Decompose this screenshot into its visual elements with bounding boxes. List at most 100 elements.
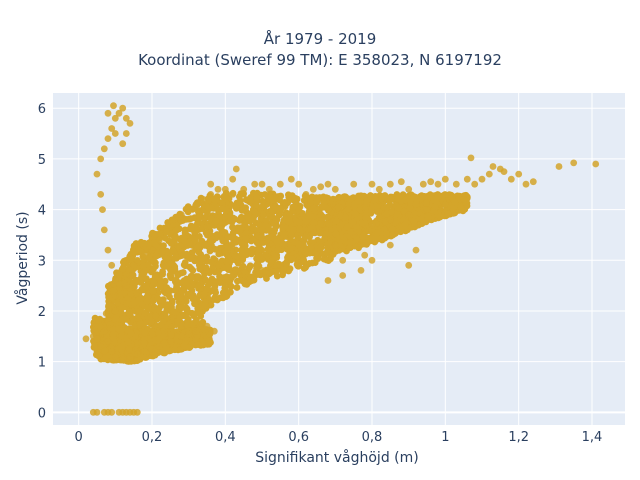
- x-axis-ticks: 0 0,2 0,4 0,6 0,8 1 1,2 1,4: [75, 430, 603, 445]
- data-point: [194, 341, 201, 348]
- data-point: [194, 282, 202, 290]
- data-point: [122, 114, 130, 122]
- data-point: [233, 199, 241, 207]
- data-point: [441, 175, 449, 183]
- data-point: [316, 229, 323, 237]
- data-point: [156, 277, 164, 285]
- data-point: [111, 114, 119, 122]
- data-point: [156, 283, 164, 291]
- data-point: [229, 191, 237, 198]
- data-point: [246, 198, 254, 206]
- data-point: [115, 271, 123, 278]
- data-point: [104, 317, 112, 325]
- data-point: [235, 228, 243, 235]
- data-point: [228, 273, 236, 280]
- data-point: [229, 215, 236, 223]
- data-point: [310, 213, 317, 221]
- x-tick-label: 0,8: [362, 430, 383, 445]
- data-point: [102, 310, 110, 317]
- data-point: [142, 319, 150, 326]
- data-point: [426, 191, 434, 199]
- data-point: [307, 199, 315, 207]
- data-point: [233, 284, 241, 291]
- data-point: [206, 247, 214, 255]
- data-point: [222, 293, 230, 300]
- data-point: [286, 265, 294, 273]
- data-point: [258, 233, 266, 241]
- data-point: [273, 238, 281, 246]
- data-point: [132, 307, 140, 315]
- data-point: [401, 221, 409, 228]
- data-point: [280, 231, 288, 239]
- data-point: [250, 189, 257, 197]
- data-point: [270, 220, 278, 228]
- data-point: [338, 221, 345, 229]
- data-point: [129, 248, 137, 256]
- data-point: [207, 258, 215, 266]
- data-point: [355, 192, 362, 200]
- data-point: [188, 265, 195, 273]
- data-point: [155, 335, 163, 342]
- data-point: [176, 314, 184, 322]
- data-point: [276, 196, 284, 204]
- data-point: [148, 330, 156, 338]
- data-point: [186, 283, 193, 291]
- data-point: [152, 312, 160, 320]
- data-point: [368, 180, 376, 188]
- data-point: [258, 203, 266, 211]
- data-point: [140, 269, 148, 277]
- data-point: [195, 208, 202, 216]
- data-point: [388, 225, 396, 233]
- data-point: [101, 347, 109, 355]
- data-point: [378, 195, 385, 203]
- data-point: [213, 231, 221, 238]
- data-point: [205, 337, 213, 345]
- data-point: [268, 212, 276, 220]
- data-point: [419, 216, 426, 224]
- data-point: [93, 335, 101, 343]
- data-point: [324, 277, 332, 284]
- data-point: [196, 213, 203, 221]
- data-point: [125, 346, 133, 354]
- data-point: [120, 258, 127, 266]
- data-point: [155, 343, 163, 350]
- data-point: [104, 338, 112, 345]
- data-point: [202, 276, 210, 284]
- data-point: [180, 342, 188, 350]
- data-point: [186, 290, 194, 298]
- data-point: [133, 289, 141, 297]
- data-point: [458, 205, 465, 213]
- data-point: [221, 185, 229, 193]
- data-point: [478, 175, 486, 183]
- y-axis-title: Vågperiod (s): [14, 211, 31, 304]
- data-point: [177, 211, 185, 219]
- data-point: [194, 243, 202, 250]
- data-point: [196, 257, 203, 265]
- data-point: [323, 213, 331, 221]
- data-point: [126, 272, 134, 279]
- data-points: [82, 102, 600, 416]
- data-point: [368, 256, 376, 264]
- data-point: [276, 180, 284, 188]
- data-point: [358, 219, 366, 227]
- data-point: [343, 223, 351, 231]
- data-point: [292, 195, 299, 202]
- data-point: [135, 247, 142, 254]
- data-point: [310, 205, 317, 212]
- data-point: [166, 293, 173, 301]
- data-point: [202, 298, 210, 306]
- data-point: [223, 263, 231, 271]
- data-point: [170, 216, 178, 224]
- data-point: [422, 199, 430, 207]
- data-point: [382, 230, 390, 237]
- data-point: [243, 212, 251, 220]
- data-point: [109, 331, 117, 338]
- data-point: [172, 226, 180, 234]
- data-point: [264, 246, 272, 254]
- data-point: [249, 236, 257, 244]
- data-point: [344, 206, 352, 213]
- data-point: [148, 345, 156, 353]
- data-point: [302, 233, 309, 241]
- data-point: [258, 180, 266, 188]
- data-point: [351, 210, 359, 218]
